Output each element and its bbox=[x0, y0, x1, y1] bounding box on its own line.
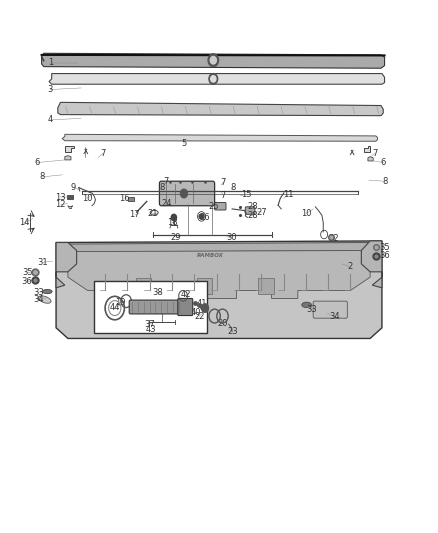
Polygon shape bbox=[58, 102, 383, 116]
Polygon shape bbox=[59, 243, 379, 252]
Text: 11: 11 bbox=[283, 190, 293, 199]
Text: 6: 6 bbox=[381, 158, 386, 167]
Text: 3: 3 bbox=[48, 85, 53, 94]
FancyBboxPatch shape bbox=[313, 301, 347, 318]
Text: 10: 10 bbox=[82, 194, 93, 203]
Circle shape bbox=[211, 76, 216, 82]
Ellipse shape bbox=[42, 289, 52, 294]
FancyBboxPatch shape bbox=[136, 278, 151, 294]
Text: 26: 26 bbox=[200, 213, 210, 222]
Text: 28: 28 bbox=[248, 203, 258, 211]
Text: 1: 1 bbox=[48, 59, 53, 67]
FancyBboxPatch shape bbox=[245, 207, 255, 214]
Text: 36: 36 bbox=[379, 252, 390, 260]
Polygon shape bbox=[364, 146, 370, 152]
Polygon shape bbox=[65, 156, 71, 160]
Circle shape bbox=[208, 54, 219, 67]
Text: 23: 23 bbox=[228, 327, 238, 336]
Text: 15: 15 bbox=[241, 190, 251, 199]
Text: 7: 7 bbox=[100, 149, 106, 158]
Circle shape bbox=[180, 189, 187, 198]
Text: 28: 28 bbox=[248, 212, 258, 220]
Text: 33: 33 bbox=[33, 288, 44, 296]
FancyBboxPatch shape bbox=[258, 278, 274, 294]
FancyBboxPatch shape bbox=[129, 300, 182, 314]
Polygon shape bbox=[368, 157, 373, 161]
Polygon shape bbox=[65, 146, 74, 152]
Text: 30: 30 bbox=[226, 233, 237, 242]
Text: 7: 7 bbox=[163, 177, 168, 185]
Text: 42: 42 bbox=[181, 290, 191, 299]
Circle shape bbox=[210, 56, 216, 64]
FancyBboxPatch shape bbox=[197, 278, 212, 294]
Text: 12: 12 bbox=[55, 200, 66, 209]
Text: 14: 14 bbox=[19, 219, 29, 227]
Text: 25: 25 bbox=[208, 202, 219, 211]
Text: 37: 37 bbox=[145, 320, 155, 328]
Text: 2: 2 bbox=[347, 262, 352, 271]
Polygon shape bbox=[361, 241, 382, 288]
Polygon shape bbox=[62, 134, 378, 141]
FancyBboxPatch shape bbox=[178, 298, 193, 316]
Text: 17: 17 bbox=[130, 211, 140, 219]
Polygon shape bbox=[49, 74, 385, 84]
Text: 8: 8 bbox=[39, 173, 44, 181]
Text: 21: 21 bbox=[147, 209, 158, 218]
Text: 8: 8 bbox=[231, 183, 236, 191]
Ellipse shape bbox=[302, 302, 311, 308]
Text: 20: 20 bbox=[217, 319, 228, 328]
Text: 40: 40 bbox=[191, 309, 201, 317]
Text: 8: 8 bbox=[159, 183, 165, 192]
Text: 41: 41 bbox=[196, 300, 207, 308]
Text: 7: 7 bbox=[221, 178, 226, 187]
Text: 38: 38 bbox=[152, 288, 163, 296]
Text: 32: 32 bbox=[328, 235, 339, 243]
Text: 27: 27 bbox=[257, 208, 267, 216]
Ellipse shape bbox=[38, 296, 51, 303]
Text: 8: 8 bbox=[382, 177, 387, 185]
Polygon shape bbox=[128, 197, 134, 201]
Text: 6: 6 bbox=[35, 158, 40, 167]
Text: 22: 22 bbox=[194, 312, 205, 320]
FancyBboxPatch shape bbox=[67, 195, 73, 199]
Text: 36: 36 bbox=[22, 277, 32, 286]
Text: 35: 35 bbox=[22, 269, 32, 277]
Text: 10: 10 bbox=[301, 209, 312, 217]
FancyBboxPatch shape bbox=[94, 281, 207, 333]
Text: 9: 9 bbox=[71, 183, 76, 192]
Text: 34: 34 bbox=[33, 295, 44, 304]
Text: 7: 7 bbox=[372, 149, 377, 158]
Text: 7: 7 bbox=[221, 191, 226, 199]
Text: 24: 24 bbox=[161, 199, 172, 208]
Circle shape bbox=[209, 74, 218, 84]
Text: 5: 5 bbox=[181, 140, 187, 148]
Polygon shape bbox=[68, 251, 370, 298]
Text: 34: 34 bbox=[330, 312, 340, 321]
Text: 13: 13 bbox=[55, 193, 66, 201]
Polygon shape bbox=[56, 241, 382, 338]
Text: 19: 19 bbox=[115, 298, 126, 307]
Polygon shape bbox=[56, 243, 77, 288]
Circle shape bbox=[171, 214, 177, 221]
Text: 18: 18 bbox=[167, 219, 177, 227]
FancyBboxPatch shape bbox=[215, 203, 226, 210]
Text: 31: 31 bbox=[38, 258, 48, 266]
Text: 44: 44 bbox=[110, 303, 120, 312]
Text: 43: 43 bbox=[145, 325, 156, 334]
Circle shape bbox=[201, 304, 208, 312]
Text: 29: 29 bbox=[171, 233, 181, 242]
Text: 16: 16 bbox=[120, 195, 130, 203]
Text: 4: 4 bbox=[48, 116, 53, 124]
Text: 39: 39 bbox=[166, 306, 177, 314]
Text: 33: 33 bbox=[307, 305, 317, 313]
FancyBboxPatch shape bbox=[159, 181, 215, 206]
Polygon shape bbox=[42, 53, 385, 68]
Text: 35: 35 bbox=[379, 243, 390, 252]
Text: RAMBOX: RAMBOX bbox=[197, 253, 224, 259]
